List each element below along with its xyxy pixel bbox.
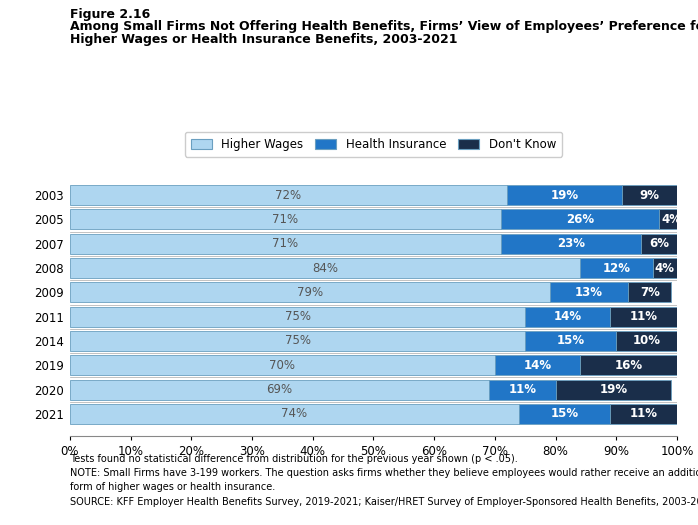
Text: 15%: 15% (551, 407, 579, 421)
Bar (610, 307, 677, 327)
Text: 14%: 14% (554, 310, 582, 323)
Text: 84%: 84% (312, 261, 338, 275)
Text: 79%: 79% (297, 286, 322, 299)
Text: 14%: 14% (524, 359, 551, 372)
Text: 13%: 13% (575, 286, 603, 299)
Bar (616, 331, 677, 351)
Bar (519, 404, 610, 424)
Bar (525, 307, 610, 327)
Text: 19%: 19% (600, 383, 628, 396)
Text: 75%: 75% (285, 310, 311, 323)
Bar (70, 258, 580, 278)
Bar (556, 380, 671, 400)
Bar (70, 331, 525, 351)
Text: 6%: 6% (649, 237, 669, 250)
Text: 10%: 10% (632, 334, 661, 348)
Bar (641, 234, 677, 254)
Text: NOTE: Small Firms have 3-199 workers. The question asks firms whether they belie: NOTE: Small Firms have 3-199 workers. Th… (70, 468, 698, 478)
Bar (70, 209, 501, 229)
Text: 26%: 26% (566, 213, 594, 226)
Bar (70, 380, 489, 400)
Bar (489, 380, 556, 400)
Bar (507, 185, 623, 205)
Text: 11%: 11% (630, 407, 658, 421)
Bar (495, 355, 580, 375)
Text: 71%: 71% (272, 237, 299, 250)
Bar (628, 282, 671, 302)
Text: 9%: 9% (640, 188, 660, 202)
Bar (70, 404, 519, 424)
Text: form of higher wages or health insurance.: form of higher wages or health insurance… (70, 482, 275, 492)
Bar (70, 355, 495, 375)
Bar (525, 331, 616, 351)
Bar (70, 234, 501, 254)
Bar (623, 185, 677, 205)
Text: Figure 2.16: Figure 2.16 (70, 8, 150, 21)
Bar (653, 258, 677, 278)
Text: 16%: 16% (614, 359, 643, 372)
Bar (549, 282, 628, 302)
Bar (501, 209, 659, 229)
Legend: Higher Wages, Health Insurance, Don't Know: Higher Wages, Health Insurance, Don't Kn… (185, 132, 562, 157)
Text: 12%: 12% (602, 261, 630, 275)
Bar (70, 282, 549, 302)
Bar (580, 355, 677, 375)
Text: 11%: 11% (508, 383, 536, 396)
Text: 75%: 75% (285, 334, 311, 348)
Text: Higher Wages or Health Insurance Benefits, 2003-2021: Higher Wages or Health Insurance Benefit… (70, 33, 457, 46)
Bar (610, 404, 677, 424)
Text: 74%: 74% (281, 407, 308, 421)
Text: 23%: 23% (557, 237, 585, 250)
Text: 4%: 4% (661, 213, 681, 226)
Bar (501, 234, 641, 254)
Text: 15%: 15% (557, 334, 585, 348)
Text: 4%: 4% (655, 261, 675, 275)
Bar (70, 185, 507, 205)
Text: 19%: 19% (551, 188, 579, 202)
Bar (70, 307, 525, 327)
Text: 7%: 7% (640, 286, 660, 299)
Text: 72%: 72% (275, 188, 302, 202)
Text: 11%: 11% (630, 310, 658, 323)
Text: SOURCE: KFF Employer Health Benefits Survey, 2019-2021; Kaiser/HRET Survey of Em: SOURCE: KFF Employer Health Benefits Sur… (70, 497, 698, 507)
Text: Among Small Firms Not Offering Health Benefits, Firms’ View of Employees’ Prefer: Among Small Firms Not Offering Health Be… (70, 20, 698, 33)
Text: 69%: 69% (266, 383, 292, 396)
Text: 70%: 70% (269, 359, 295, 372)
Text: 71%: 71% (272, 213, 299, 226)
Bar (659, 209, 683, 229)
Text: Tests found no statistical difference from distribution for the previous year sh: Tests found no statistical difference fr… (70, 454, 517, 464)
Bar (580, 258, 653, 278)
